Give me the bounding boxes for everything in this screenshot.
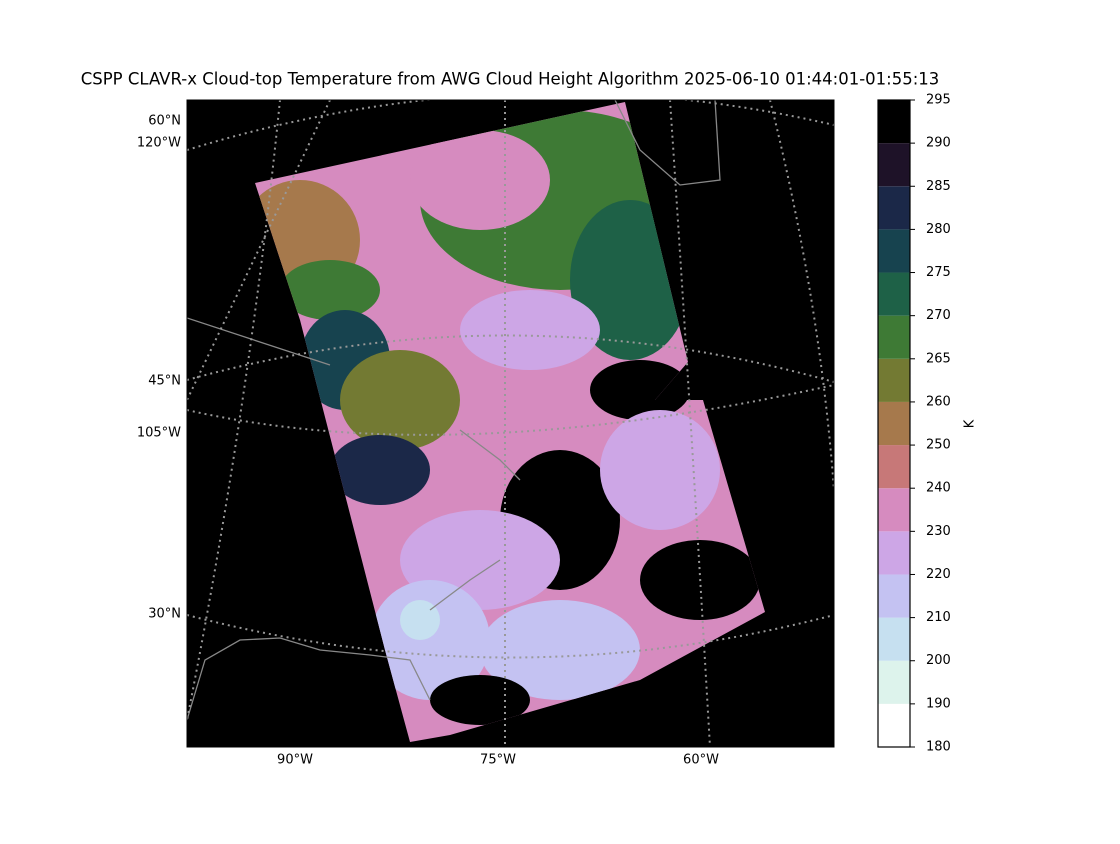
lon-label: 60°W	[683, 753, 719, 768]
title: CSPP CLAVR-x Cloud-top Temperature from …	[81, 70, 940, 89]
colorbar-segment	[878, 143, 910, 187]
lat-label: 30°N	[148, 607, 181, 622]
map	[187, 100, 834, 747]
colorbar-segment	[878, 401, 910, 446]
colorbar-frame	[877, 99, 911, 748]
lat-label: 45°N	[148, 374, 181, 389]
colorbar-segment	[878, 445, 910, 489]
colorbar-tick-label: 190	[926, 696, 951, 711]
colorbar-tick-label: 280	[926, 222, 951, 237]
colorbar-segment	[878, 703, 910, 747]
colorbar-tick-label: 270	[926, 308, 951, 323]
colorbar-segment	[878, 488, 910, 532]
lon-label: 75°W	[480, 753, 516, 768]
colorbar-segment	[878, 660, 910, 704]
colorbar-tick-label: 295	[926, 93, 951, 108]
colorbar-segment	[878, 531, 910, 575]
lat-label: 60°N	[148, 114, 181, 129]
colorbar-segment	[878, 617, 910, 661]
colorbar-tick-label: 180	[926, 740, 951, 755]
colorbar-tick-label: 290	[926, 136, 951, 151]
graticule	[187, 100, 834, 747]
colorbar-tick-label: 230	[926, 524, 951, 539]
colorbar-tick-label: 260	[926, 394, 951, 409]
colorbar-tick-label: 250	[926, 438, 951, 453]
colorbar-tick-label: 265	[926, 351, 951, 366]
colorbar-tick-label: 285	[926, 179, 951, 194]
colorbar-segment	[878, 229, 910, 273]
colorbar-segment	[878, 315, 910, 359]
colorbar-tick-label: 275	[926, 265, 951, 280]
colorbar-label: K	[963, 419, 978, 428]
colorbar-segment	[878, 100, 910, 144]
colorbar-segment	[878, 186, 910, 230]
lon-label: 120°W	[137, 136, 181, 151]
map-frame	[186, 99, 835, 748]
colorbar-tick-label: 240	[926, 481, 951, 496]
colorbar-segment	[878, 574, 910, 618]
colorbar-tick-label: 210	[926, 610, 951, 625]
colorbar-segment	[878, 358, 910, 402]
colorbar-tick-label: 200	[926, 653, 951, 668]
lon-label: 90°W	[277, 753, 313, 768]
colorbar-tick-label: 220	[926, 567, 951, 582]
colorbar-segment	[878, 272, 910, 316]
lon-label: 105°W	[137, 426, 181, 441]
